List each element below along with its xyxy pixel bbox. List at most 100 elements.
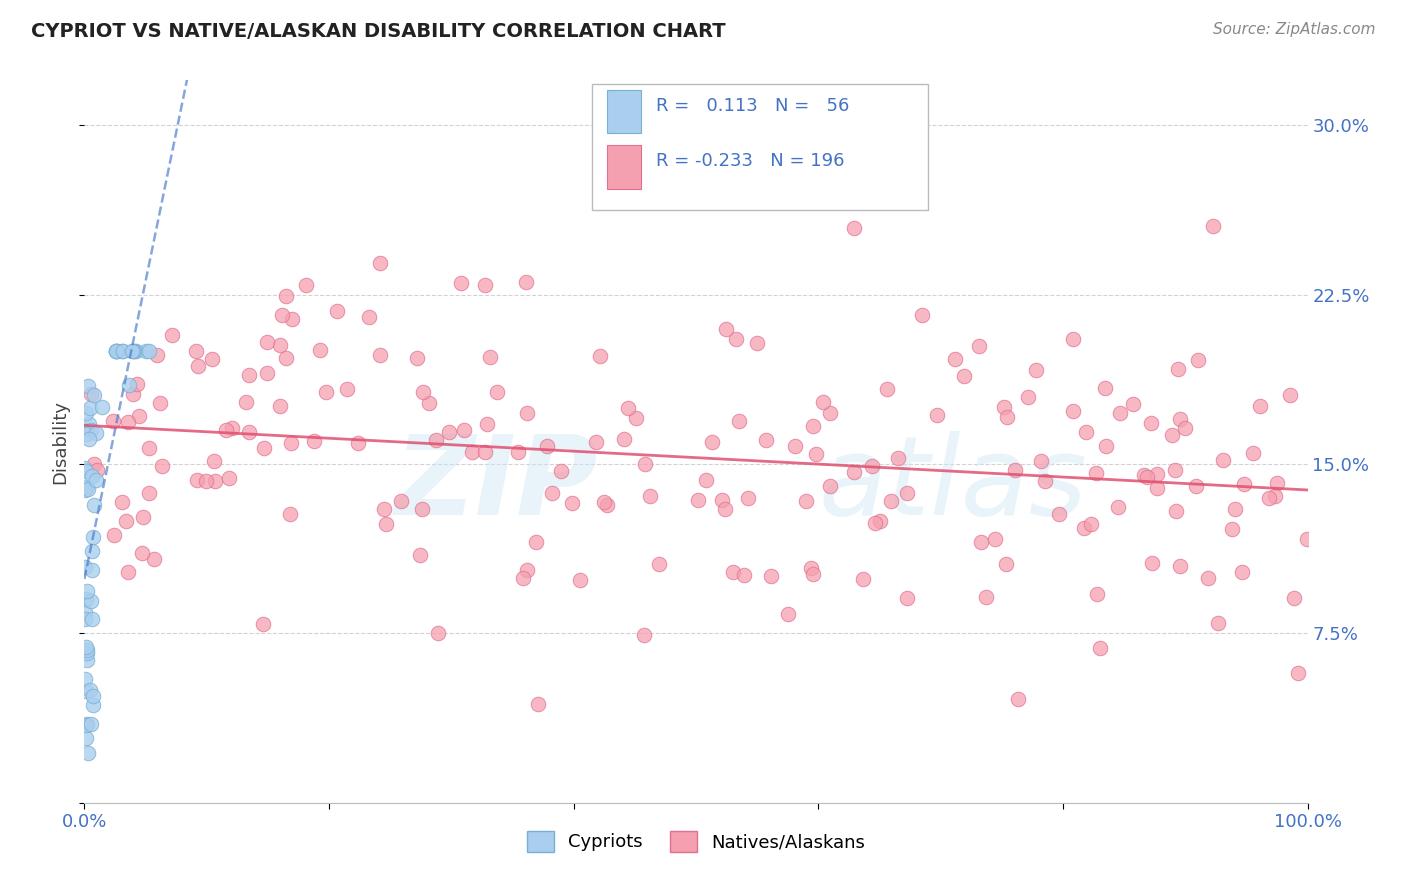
Point — [1233, 476, 1256, 491]
Point — [252, 616, 274, 631]
Point — [84, 425, 107, 440]
Point — [516, 406, 538, 420]
Point — [592, 495, 614, 509]
Point — [550, 464, 572, 478]
Point — [1085, 466, 1108, 480]
Point — [105, 344, 128, 359]
Point — [561, 496, 583, 510]
Point — [1062, 332, 1084, 346]
Point — [418, 395, 440, 409]
Point — [150, 458, 173, 473]
Y-axis label: Disability: Disability — [51, 400, 69, 483]
Point — [82, 530, 104, 544]
Point — [1168, 412, 1191, 426]
Point — [409, 548, 432, 562]
Point — [204, 474, 226, 488]
Point — [76, 583, 98, 598]
Point — [1230, 565, 1253, 579]
Point — [1185, 479, 1208, 493]
Point — [745, 336, 768, 351]
Point — [1223, 501, 1246, 516]
Point — [453, 423, 475, 437]
Point — [1004, 463, 1026, 477]
Point — [714, 502, 737, 516]
Point — [77, 746, 100, 760]
Point — [475, 417, 498, 431]
Point — [73, 612, 96, 626]
Point — [75, 406, 97, 420]
Point — [733, 568, 755, 582]
Point — [121, 386, 143, 401]
Point — [73, 422, 96, 436]
Point — [993, 400, 1015, 414]
Point — [270, 309, 292, 323]
Point — [82, 612, 104, 626]
Point — [135, 344, 157, 359]
Point — [368, 348, 391, 362]
Point — [1094, 381, 1116, 395]
Legend: Cypriots, Natives/Alaskans: Cypriots, Natives/Alaskans — [519, 823, 873, 859]
Point — [79, 716, 101, 731]
Point — [82, 544, 104, 558]
Point — [86, 463, 108, 477]
Point — [1174, 420, 1197, 434]
Point — [315, 385, 337, 400]
Point — [776, 607, 799, 622]
Point — [160, 327, 183, 342]
Point — [146, 348, 169, 362]
Point — [624, 410, 647, 425]
Point — [512, 571, 534, 585]
Point — [218, 471, 240, 485]
Point — [389, 494, 412, 508]
Point — [727, 414, 749, 428]
Point — [842, 465, 865, 479]
Point — [1187, 353, 1209, 368]
Point — [437, 425, 460, 440]
Text: atlas: atlas — [818, 432, 1087, 539]
Point — [1164, 463, 1187, 477]
Point — [75, 731, 97, 745]
Point — [238, 425, 260, 439]
Point — [485, 384, 508, 399]
Point — [425, 433, 447, 447]
Point — [1109, 406, 1132, 420]
Point — [80, 469, 103, 483]
Point — [710, 493, 733, 508]
Point — [506, 444, 529, 458]
Point — [803, 567, 825, 582]
Point — [811, 395, 834, 409]
Point — [474, 277, 496, 292]
Point — [911, 308, 934, 322]
Point — [638, 489, 661, 503]
Point — [721, 565, 744, 579]
Point — [132, 510, 155, 524]
Point — [138, 442, 160, 456]
Point — [82, 698, 104, 713]
Point — [75, 426, 97, 441]
Point — [79, 417, 101, 432]
Point — [1265, 476, 1288, 491]
Text: CYPRIOT VS NATIVE/ALASKAN DISABILITY CORRELATION CHART: CYPRIOT VS NATIVE/ALASKAN DISABILITY COR… — [31, 22, 725, 41]
Point — [801, 419, 824, 434]
Point — [269, 337, 291, 351]
Point — [1033, 474, 1056, 488]
Point — [1146, 467, 1168, 482]
Point — [82, 689, 104, 703]
Point — [184, 344, 207, 359]
Point — [370, 255, 392, 269]
Point — [357, 310, 380, 324]
Point — [347, 436, 370, 450]
Point — [1249, 399, 1271, 413]
Point — [967, 338, 990, 352]
Point — [405, 351, 427, 366]
Point — [896, 591, 918, 605]
Point — [373, 501, 395, 516]
Point — [201, 351, 224, 366]
FancyBboxPatch shape — [606, 145, 641, 189]
Point — [852, 572, 875, 586]
Point — [1090, 640, 1112, 655]
Point — [75, 483, 97, 497]
Point — [1258, 491, 1281, 506]
Point — [1212, 452, 1234, 467]
Point — [879, 494, 901, 508]
